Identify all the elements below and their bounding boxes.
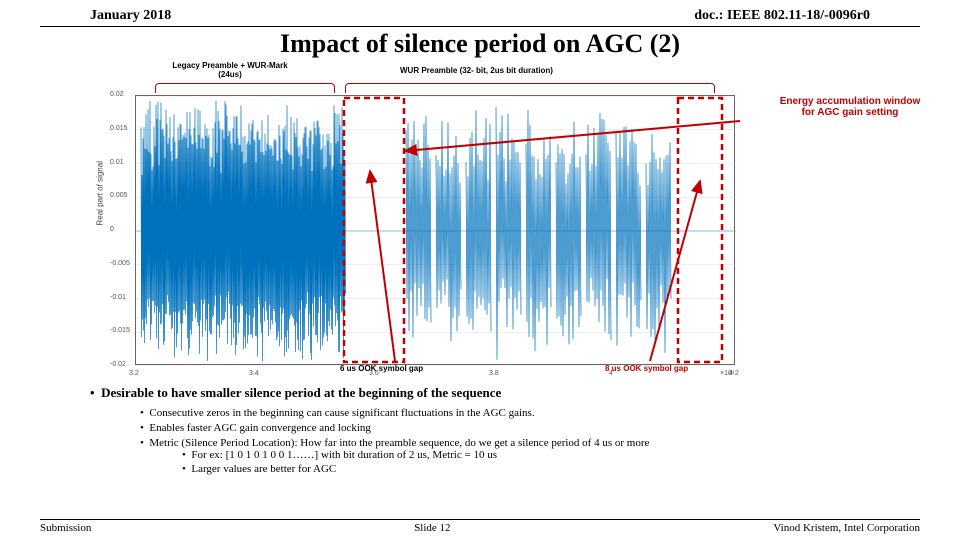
footer-left: Submission bbox=[40, 522, 91, 534]
xtick: 3.4 bbox=[249, 370, 259, 377]
brace-wur bbox=[345, 83, 715, 93]
ytick: -0.01 bbox=[110, 294, 126, 301]
xtick: 3.6 bbox=[369, 370, 379, 377]
xtick: 3.8 bbox=[489, 370, 499, 377]
energy-window-label: Energy accumulation windowfor AGC gain s… bbox=[760, 96, 940, 118]
sub-bullet-3: • Metric (Silence Period Location): How … bbox=[140, 437, 910, 475]
signal-plot bbox=[135, 95, 735, 365]
chart-area: Legacy Preamble + WUR-Mark(24us) WUR Pre… bbox=[40, 61, 920, 381]
slide-header: January 2018 doc.: IEEE 802.11-18/-0096r… bbox=[40, 0, 920, 27]
header-date: January 2018 bbox=[90, 8, 171, 24]
wur-preamble-label: WUR Preamble (32- bit, 2us bit duration) bbox=[400, 66, 553, 75]
sub-sub-1: • For ex: [1 0 1 0 1 0 0 1……] with bit d… bbox=[182, 449, 910, 461]
footer-right: Vinod Kristem, Intel Corporation bbox=[773, 522, 920, 534]
ytick: 0.01 bbox=[110, 159, 124, 166]
main-bullet: • Desirable to have smaller silence peri… bbox=[90, 385, 910, 401]
slide-footer: Submission Slide 12 Vinod Kristem, Intel… bbox=[40, 519, 920, 534]
brace-legacy bbox=[155, 83, 335, 93]
waveform bbox=[136, 96, 736, 366]
xtick: 3.2 bbox=[129, 370, 139, 377]
body-text: • Desirable to have smaller silence peri… bbox=[50, 385, 910, 475]
sub-bullet-2: • Enables faster AGC gain convergence an… bbox=[140, 422, 910, 434]
ytick: 0.005 bbox=[110, 192, 128, 199]
footer-center: Slide 12 bbox=[414, 522, 450, 534]
sub-bullet-1: • Consecutive zeros in the beginning can… bbox=[140, 407, 910, 419]
legacy-preamble-label: Legacy Preamble + WUR-Mark(24us) bbox=[170, 61, 290, 79]
y-axis-label: Real part of signal bbox=[96, 161, 105, 225]
ytick: 0.02 bbox=[110, 91, 124, 98]
xtick: 4 bbox=[609, 370, 613, 377]
ytick: 0.015 bbox=[110, 125, 128, 132]
header-doc: doc.: IEEE 802.11-18/-0096r0 bbox=[694, 8, 870, 24]
ytick: -0.005 bbox=[110, 260, 130, 267]
x-exponent: ×10⁴ bbox=[720, 370, 735, 377]
sub-sub-2: • Larger values are better for AGC bbox=[182, 463, 910, 475]
ytick: -0.015 bbox=[110, 327, 130, 334]
ytick: -0.02 bbox=[110, 361, 126, 368]
ytick: 0 bbox=[110, 226, 114, 233]
gap-6us-label: 6 us OOK symbol gap bbox=[340, 364, 423, 373]
gap-8us-label: 8 us OOK symbol gap bbox=[605, 364, 688, 373]
slide-title: Impact of silence period on AGC (2) bbox=[0, 29, 960, 59]
sub-bullets: • Consecutive zeros in the beginning can… bbox=[140, 407, 910, 475]
